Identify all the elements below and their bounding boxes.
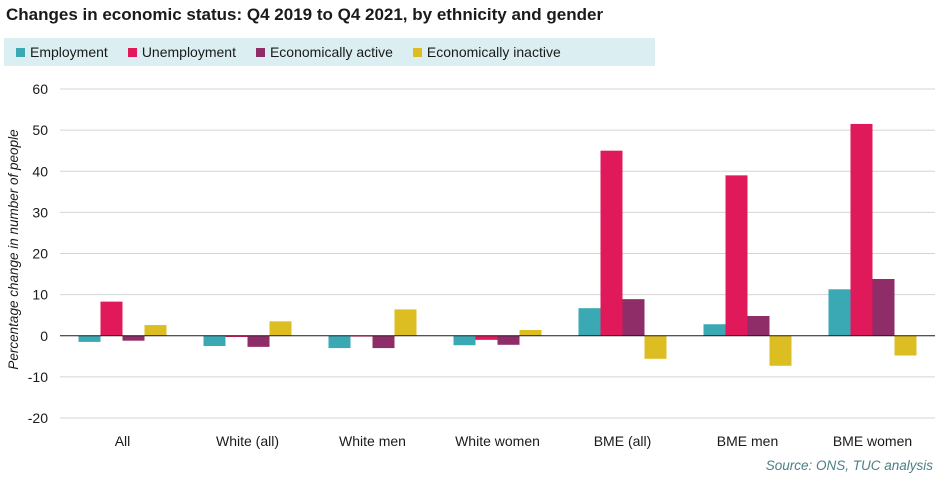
y-tick-label: 30 <box>32 204 48 220</box>
bar-unemployment <box>725 175 748 336</box>
bar-economically-inactive <box>269 321 292 336</box>
bar-unemployment <box>475 335 498 340</box>
bar-economically-active <box>122 335 145 341</box>
legend-item-economically-inactive: Economically inactive <box>412 44 561 60</box>
bar-economically-active <box>622 299 645 336</box>
bar-economically-active <box>872 278 895 336</box>
bar-unemployment <box>100 301 123 336</box>
bar-economically-active <box>247 335 270 347</box>
x-tick-label: White men <box>339 433 406 449</box>
y-tick-label: 40 <box>32 163 48 179</box>
bar-economically-inactive <box>394 309 417 336</box>
y-axis-label: Percentage change in number of people <box>6 129 21 369</box>
legend-swatch-economically-active <box>255 47 265 57</box>
bar-economically-inactive <box>644 335 667 359</box>
legend-swatch-unemployment <box>127 47 137 57</box>
legend-swatch-economically-inactive <box>412 47 422 57</box>
bar-unemployment <box>600 150 623 336</box>
bar-economically-inactive <box>519 329 542 336</box>
legend-swatch-employment <box>16 47 25 57</box>
source-note: Source: ONS, TUC analysis <box>765 458 933 473</box>
bar-employment <box>578 308 601 336</box>
chart-legend: Employment Unemployment Economically act… <box>4 38 655 66</box>
x-tick-label: All <box>115 433 131 449</box>
legend-label-economically-active: Economically active <box>269 44 393 60</box>
bar-employment <box>328 335 351 349</box>
legend-item-employment: Employment <box>16 44 108 60</box>
legend-label-employment: Employment <box>30 44 108 60</box>
x-tick-label: White (all) <box>216 433 279 449</box>
x-tick-label: White women <box>455 433 540 449</box>
y-tick-label: 20 <box>32 246 48 262</box>
bar-employment <box>703 324 726 336</box>
bar-economically-active <box>497 335 520 345</box>
bar-economically-active <box>372 335 395 349</box>
bar-employment <box>78 335 101 342</box>
y-tick-label: 0 <box>40 328 48 344</box>
bar-unemployment <box>225 335 248 337</box>
chart-title: Changes in economic status: Q4 2019 to Q… <box>6 5 604 24</box>
bar-employment <box>828 289 851 336</box>
y-tick-label: 60 <box>32 81 48 97</box>
legend-item-economically-active: Economically active <box>255 44 393 60</box>
y-tick-label: 10 <box>32 287 48 303</box>
y-tick-label: -20 <box>28 410 48 426</box>
bar-economically-inactive <box>894 335 917 356</box>
x-tick-label: BME (all) <box>594 433 652 449</box>
y-tick-label: -10 <box>28 369 48 385</box>
y-tick-label: 50 <box>32 122 48 138</box>
bar-employment <box>203 335 226 347</box>
legend-item-unemployment: Unemployment <box>127 44 236 60</box>
x-tick-label: BME men <box>717 433 778 449</box>
bar-economically-inactive <box>144 325 167 336</box>
x-tick-label: BME women <box>833 433 912 449</box>
bar-unemployment <box>850 123 873 336</box>
legend-label-unemployment: Unemployment <box>141 44 236 60</box>
bar-economically-active <box>747 316 770 336</box>
bar-economically-inactive <box>769 335 792 366</box>
bar-employment <box>453 335 476 346</box>
legend-label-economically-inactive: Economically inactive <box>426 44 561 60</box>
